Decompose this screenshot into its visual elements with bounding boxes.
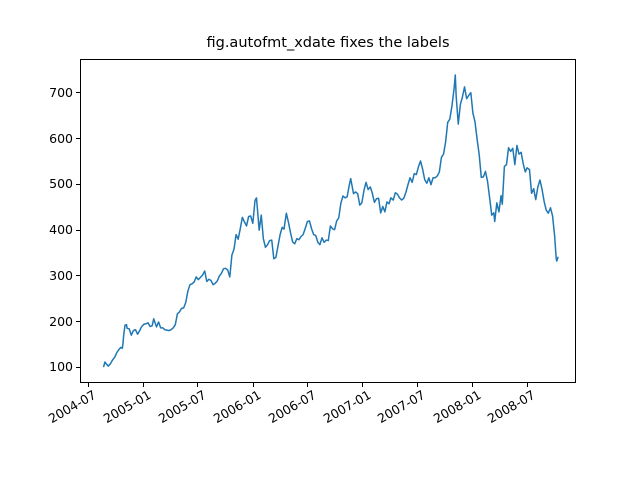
y-tick-label: 300 — [49, 267, 73, 283]
chart-title: fig.autofmt_xdate fixes the labels — [206, 35, 450, 51]
line-plot-svg — [102, 74, 559, 368]
x-tick-mark — [416, 383, 418, 387]
x-tick-mark — [472, 383, 474, 387]
x-tick-mark — [307, 383, 309, 387]
x-tick-mark — [197, 383, 199, 387]
y-tick-label: 500 — [49, 176, 73, 192]
x-tick-mark — [526, 383, 528, 387]
y-tick-label: 600 — [49, 130, 73, 146]
y-tick-mark — [76, 275, 80, 277]
y-tick-label: 400 — [49, 222, 73, 238]
price-line-series — [102, 74, 559, 368]
y-tick-label: 100 — [49, 359, 73, 375]
x-tick-mark — [87, 383, 89, 387]
plot-area — [80, 59, 576, 383]
y-tick-label: 700 — [49, 84, 73, 100]
y-tick-label: 200 — [49, 313, 73, 329]
x-tick-mark — [362, 383, 364, 387]
y-tick-mark — [76, 321, 80, 323]
y-tick-mark — [76, 229, 80, 231]
x-tick-mark — [252, 383, 254, 387]
x-tick-mark — [142, 383, 144, 387]
y-tick-mark — [76, 138, 80, 140]
y-tick-mark — [76, 92, 80, 94]
y-tick-mark — [76, 183, 80, 185]
y-tick-mark — [76, 366, 80, 368]
